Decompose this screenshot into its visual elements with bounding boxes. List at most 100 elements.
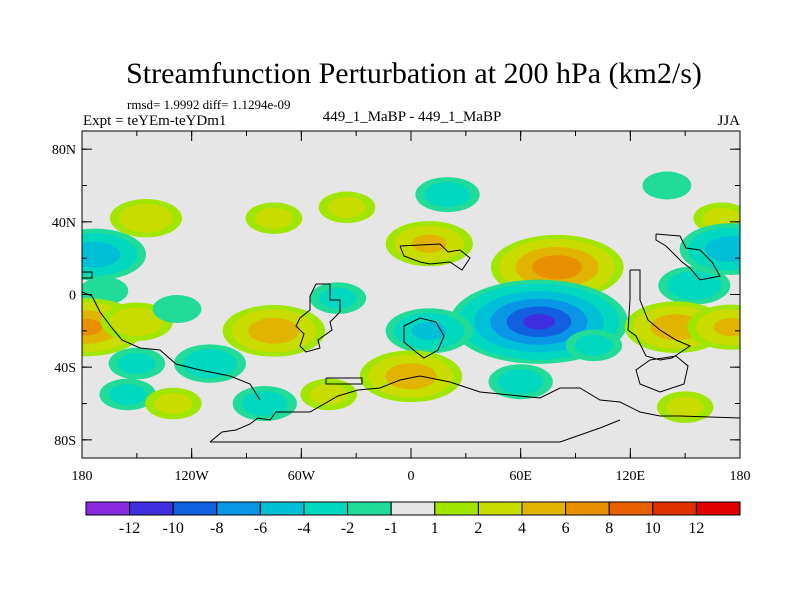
anomaly-center — [385, 221, 473, 267]
y-tick-label: 40S — [54, 361, 76, 376]
coastline-africa — [399, 243, 471, 271]
contour-band — [642, 171, 692, 200]
contour-band — [705, 236, 740, 263]
anomaly-center — [658, 266, 731, 305]
anomaly-center — [152, 295, 202, 324]
anomaly-center — [145, 387, 202, 420]
y-tick-label: 80N — [52, 143, 76, 158]
colorbar-swatch — [216, 501, 261, 516]
coastline-south-america — [295, 283, 341, 353]
chart-title: Streamfunction Perturbation at 200 hPa (… — [126, 57, 702, 90]
colorbar-label: 12 — [688, 520, 704, 537]
colorbar-label: 8 — [605, 520, 613, 537]
anomaly-center — [300, 378, 358, 411]
colorbar-swatch — [695, 501, 741, 516]
colorbar-label: -1 — [385, 520, 398, 537]
contour-band — [650, 314, 702, 341]
colorbar-label: -2 — [341, 520, 354, 537]
anomaly-center — [656, 391, 714, 423]
anomaly-center — [82, 276, 129, 305]
comparison-label: 449_1_MaBP - 449_1_MaBP — [323, 109, 502, 125]
colorbar-swatch — [434, 501, 479, 516]
x-tick-label: 60W — [288, 469, 316, 484]
colorbar-swatch — [608, 501, 654, 516]
colorbar-swatch — [390, 501, 436, 516]
stats-line: rmsd= 1.9992 diff= 1.1294e-09 — [127, 97, 291, 112]
anomaly-center — [309, 282, 367, 314]
anomaly-center — [565, 329, 623, 362]
contour-band — [82, 241, 121, 268]
contour-band — [385, 363, 437, 390]
coastline-australia — [635, 355, 689, 393]
x-tick-label: 0 — [408, 469, 415, 484]
contour-band — [154, 392, 193, 415]
coastline-antarctic-peninsula — [210, 419, 621, 443]
contour-band — [117, 353, 156, 375]
contour-band — [309, 383, 348, 405]
coastline-asia-east — [627, 269, 692, 361]
colorbar-label: 1 — [431, 520, 439, 537]
contour-band — [666, 396, 705, 418]
colorbar-swatch — [347, 501, 392, 516]
colorbar-label: 6 — [562, 520, 570, 537]
experiment-label: Expt = teYEm-teYDm1 — [83, 113, 226, 129]
anomaly-center — [222, 304, 326, 357]
anomaly-center — [687, 304, 740, 350]
colorbar-label: -10 — [163, 520, 184, 537]
anomaly-center — [245, 202, 303, 234]
anomaly-center — [109, 199, 182, 238]
contour-band — [667, 271, 722, 300]
contour-band — [118, 203, 173, 233]
colorbar-swatch — [565, 501, 610, 516]
colorbar-label: 4 — [518, 520, 526, 537]
contour-band — [497, 369, 544, 395]
anomaly-center — [173, 344, 246, 383]
contour-band — [109, 307, 164, 337]
contour-band — [182, 349, 237, 378]
colorbar-swatch — [521, 501, 567, 516]
colorbar-swatch — [172, 501, 218, 516]
colorbar-swatch — [129, 501, 174, 516]
x-tick-label: 120W — [175, 469, 210, 484]
colorbar-swatch — [477, 501, 523, 516]
anomaly-center — [642, 171, 692, 200]
anomaly-center — [99, 378, 156, 411]
y-tick-label: 0 — [69, 289, 76, 304]
anomaly-center — [359, 350, 463, 403]
contour-band — [241, 391, 288, 416]
coastline-pacific-islands — [655, 233, 721, 281]
contour-band — [108, 383, 147, 405]
contour-band — [328, 196, 366, 218]
colorbar-swatch — [303, 501, 349, 516]
anomaly-center — [415, 177, 480, 213]
colorbar-label: -8 — [210, 520, 223, 537]
coastline-north-america — [82, 271, 93, 279]
coastline-west-shore — [82, 291, 261, 401]
contour-band — [319, 287, 357, 309]
anomaly-center — [385, 308, 473, 354]
x-tick-label: 120E — [616, 469, 646, 484]
colorbar-swatch — [85, 501, 131, 516]
contour-band — [152, 295, 202, 324]
colorbar-label: 2 — [474, 520, 482, 537]
anomaly-center — [232, 386, 297, 421]
contour-band — [82, 318, 103, 336]
contour-band — [82, 276, 129, 305]
y-tick-label: 80S — [54, 434, 76, 449]
colorbar-label: 10 — [645, 520, 661, 537]
anomaly-center — [488, 364, 553, 400]
coastline-antarctica — [209, 375, 740, 443]
season-label: JJA — [717, 113, 740, 129]
contour-band — [522, 314, 556, 330]
coastline-southern-ocean-islands — [325, 377, 363, 385]
contour-band — [713, 318, 740, 337]
x-tick-label: 180 — [72, 469, 93, 484]
colorbar-label: -12 — [119, 520, 140, 537]
anomaly-center — [679, 223, 740, 275]
y-axis: 80N 40N 0 40S 80S — [52, 143, 740, 449]
anomaly-center — [108, 347, 166, 380]
x-axis: 180 120W 60W 0 60E 120E 180 — [72, 131, 751, 484]
coastlines — [82, 233, 740, 443]
x-tick-label: 180 — [730, 469, 751, 484]
